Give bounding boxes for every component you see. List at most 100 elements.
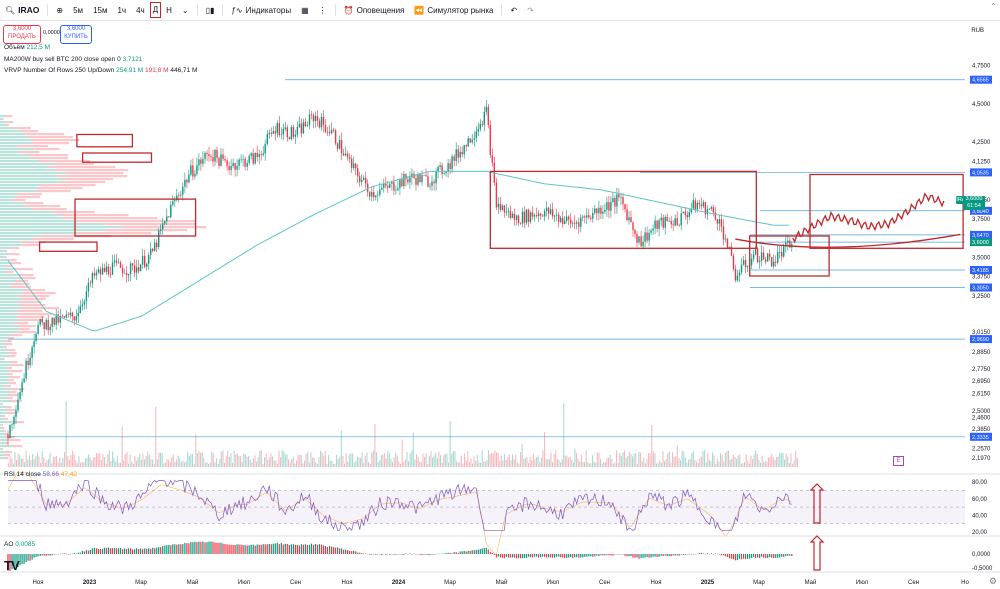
interval-1h[interactable]: 1ч xyxy=(117,5,127,15)
candle-body xyxy=(688,212,690,217)
scroll-up-button[interactable]: ⌃ xyxy=(990,2,997,11)
candle-body xyxy=(129,263,132,274)
ao-bar xyxy=(509,554,511,558)
ao-bar xyxy=(670,554,672,557)
volume-bar xyxy=(548,459,550,467)
replay-button[interactable]: ⏪ Симулятор рынка xyxy=(409,0,498,20)
ao-bar xyxy=(594,554,596,557)
ao-legend[interactable]: AO 0,0085 xyxy=(4,541,35,548)
price-tick-label: 3,3750 xyxy=(972,275,991,281)
rewind-icon: ⏪ xyxy=(414,5,425,15)
ao-bar xyxy=(672,554,674,556)
interval-week[interactable]: Н xyxy=(166,5,172,15)
volume-bar xyxy=(764,461,766,467)
buy-button[interactable]: 3,6000 КУПИТЬ xyxy=(60,25,92,44)
interval-4h[interactable]: 4ч xyxy=(136,5,145,15)
ao-legend-label: AO xyxy=(4,541,14,548)
vrvp-legend-down: 191,8 M xyxy=(145,67,169,74)
profile-row-up xyxy=(0,115,7,118)
horizontal-levels[interactable] xyxy=(8,79,965,438)
profile-row-down xyxy=(11,445,23,448)
candle-body xyxy=(53,317,55,325)
ao-bar xyxy=(642,554,644,558)
ao-bar xyxy=(83,551,85,554)
forecast-path[interactable] xyxy=(792,192,945,244)
volume-bar xyxy=(444,454,446,467)
symbol-search[interactable]: 🔍︎ IRAO xyxy=(0,0,44,20)
profile-row-down xyxy=(8,361,18,364)
ao-bar xyxy=(479,549,481,554)
ao-bar xyxy=(533,554,536,557)
volume-bar xyxy=(171,457,173,467)
chart-canvas[interactable]: 4,75004,50004,25004,12503,87503,75003,50… xyxy=(0,20,1000,589)
volume-bar xyxy=(411,450,413,467)
volume-bar xyxy=(304,460,306,467)
volume-bar xyxy=(89,457,91,467)
forecast-arc[interactable] xyxy=(735,233,961,248)
redo-button[interactable]: ↷ xyxy=(522,0,539,20)
profile-row-up xyxy=(0,421,12,424)
volume-bar xyxy=(619,452,621,467)
level-badge-label: 3,6470 xyxy=(972,233,989,239)
volume-bar xyxy=(200,452,202,467)
time-tick-label: Май xyxy=(496,579,508,586)
undo-button[interactable]: ↶ xyxy=(505,0,522,20)
candle-body xyxy=(69,312,71,315)
interval-dropdown[interactable]: ⌄ xyxy=(177,0,194,20)
profile-row-up xyxy=(0,316,17,319)
volume-bar xyxy=(284,454,286,467)
vrvp-legend[interactable]: VRVP Number Of Rows 250 Up/Down 254,91 M… xyxy=(4,67,197,74)
up-arrow-annotations[interactable] xyxy=(809,483,825,571)
ao-bar xyxy=(753,554,755,557)
ao-bar xyxy=(640,554,642,559)
volume-bar xyxy=(752,459,754,467)
ao-bar xyxy=(222,543,224,554)
layout-more-button[interactable]: ⋮ xyxy=(314,0,332,20)
volume-bar xyxy=(198,451,200,467)
profile-row-down xyxy=(37,187,83,190)
profile-row-down xyxy=(5,397,13,400)
volume-bar xyxy=(633,453,635,467)
volume-bar xyxy=(35,456,37,467)
annotation-box xyxy=(489,170,757,249)
rsi-legend[interactable]: RSI 14 close 58,66 47,42 xyxy=(4,471,77,478)
alerts-button[interactable]: ⏰ Оповещения xyxy=(339,0,410,20)
templates-button[interactable]: ▦ xyxy=(296,0,314,20)
volume-bar xyxy=(681,450,683,467)
chart-type-button[interactable]: ▯▮ xyxy=(201,0,220,20)
tradingview-logo[interactable]: TV xyxy=(4,558,20,573)
candle-body xyxy=(407,179,409,183)
volume-bar xyxy=(360,458,362,467)
ma-legend[interactable]: MA200W buy sell BTC 200 close open 0 3,7… xyxy=(4,56,142,63)
interval-5m[interactable]: 5м xyxy=(73,5,84,15)
candle-body xyxy=(218,157,220,166)
ao-bar xyxy=(226,544,228,554)
time-axis[interactable]: Ноя 2023 Мар Май Июл Сен Ноя 2024 Мар Май Июл Сен Но… xyxy=(0,571,1000,586)
volume-legend[interactable]: Объём 212,5 M xyxy=(4,44,50,51)
candle-body xyxy=(549,209,552,214)
candle-body xyxy=(461,151,463,155)
volume-bar xyxy=(580,455,582,467)
volume-bar xyxy=(142,454,144,467)
candle-body xyxy=(290,126,293,139)
volume-bar xyxy=(622,452,624,467)
earnings-event-marker[interactable]: E xyxy=(893,456,904,466)
volume-bar xyxy=(406,452,408,467)
compare-button[interactable]: ⊕ xyxy=(51,0,68,20)
candle-body xyxy=(596,208,598,214)
interval-15m[interactable]: 15м xyxy=(93,5,108,15)
indicators-button[interactable]: ƒ∿ Индикаторы xyxy=(226,0,296,20)
interval-day[interactable]: Д xyxy=(149,2,162,18)
candle-body xyxy=(560,217,562,222)
price-axis[interactable]: 4,75004,50004,25004,12503,87503,75003,50… xyxy=(970,63,992,462)
time-axis-settings-button[interactable]: ⚙ xyxy=(989,576,997,587)
gear-icon: ⚙ xyxy=(988,576,997,586)
annotation-boxes[interactable] xyxy=(38,133,964,277)
toolbar-divider xyxy=(196,4,198,16)
ao-bar xyxy=(156,547,158,554)
ao-bar xyxy=(574,554,576,558)
sell-button[interactable]: 3,6000 ПРОДАТЬ xyxy=(3,25,41,44)
profile-row-down xyxy=(106,223,197,226)
volume-bar xyxy=(459,462,461,467)
ao-bar xyxy=(128,548,130,554)
